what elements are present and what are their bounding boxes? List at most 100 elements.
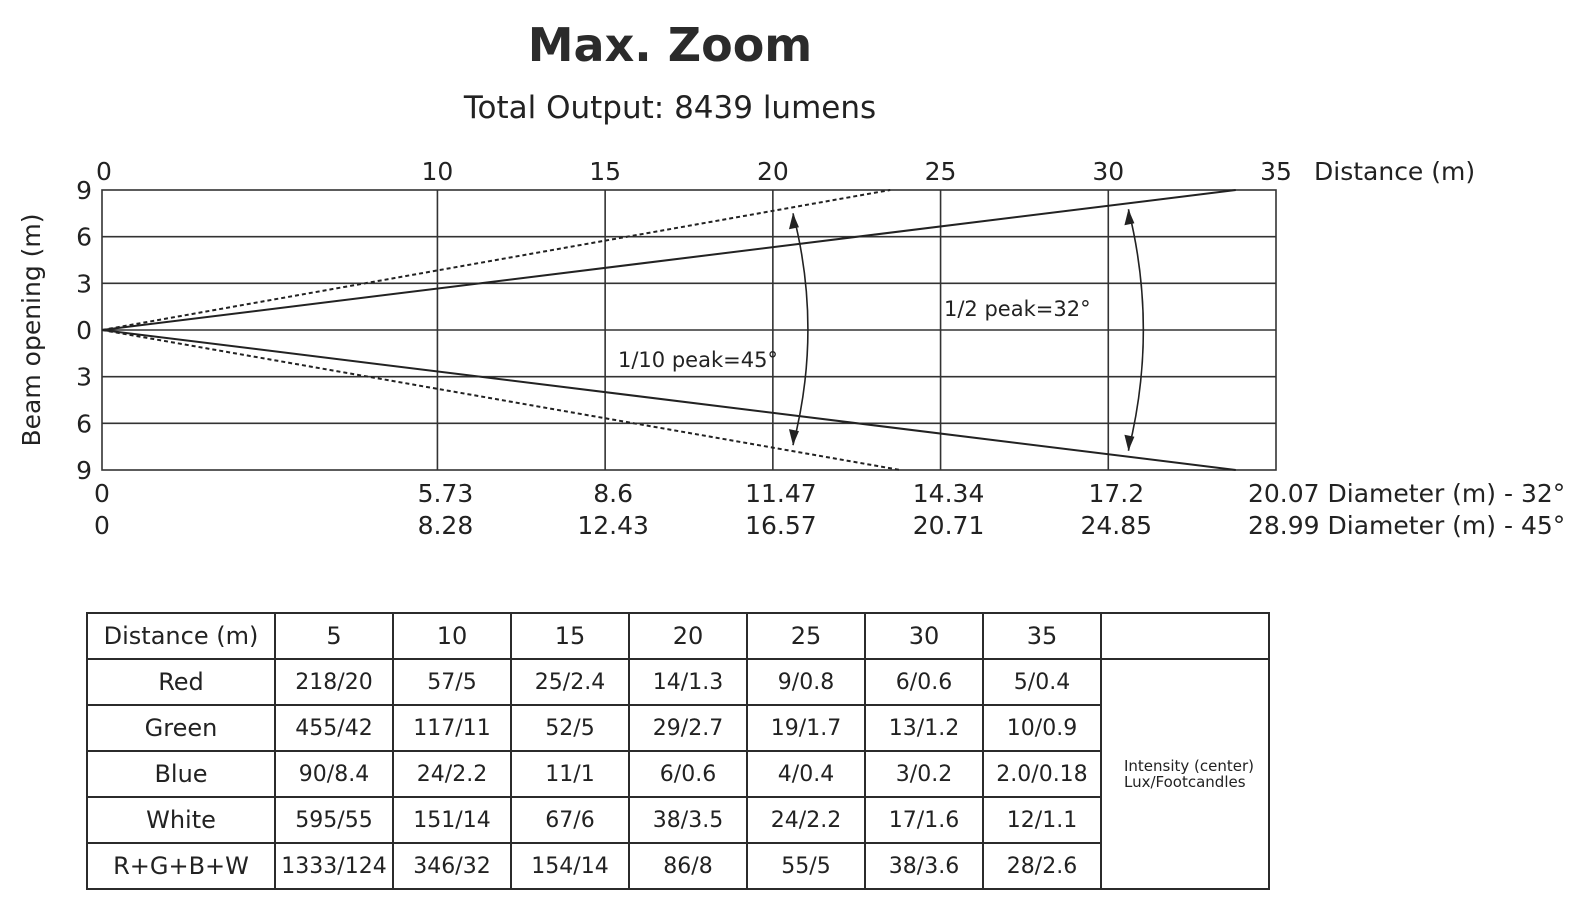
table-cell: 1333/124 [274, 842, 394, 890]
table-cell: 117/11 [392, 704, 512, 752]
table-row: White 595/55 151/14 67/6 38/3.5 24/2.2 1… [86, 796, 1269, 844]
y-tick-label: 6 [76, 409, 92, 438]
x-tick-label: 25 [925, 157, 957, 186]
x-axis-label: Distance (m) [1314, 157, 1475, 186]
diameter-value: 8.6 [593, 479, 633, 508]
table-cell: 28/2.6 [982, 842, 1102, 890]
table-cell: 38/3.5 [628, 796, 748, 844]
table-column-header: 35 [982, 612, 1102, 660]
table-column-header: 15 [510, 612, 630, 660]
beam-line-lower [101, 329, 1236, 471]
diameter-value: 0 [94, 511, 110, 540]
table-cell: 12/1.1 [982, 796, 1102, 844]
table-cell: 38/3.6 [864, 842, 984, 890]
x-tick-label: 35 [1260, 157, 1292, 186]
table-row: Green 455/42 117/11 52/5 29/2.7 19/1.7 1… [86, 704, 1269, 752]
diameter-value: 16.57 [745, 511, 817, 540]
table-header-row: Distance (m) 5 10 15 20 25 30 35 [86, 612, 1270, 660]
chart-title: Max. Zoom [527, 18, 813, 72]
table-cell: 2.0/0.18 [982, 750, 1102, 798]
diameter-value: 8.28 [418, 511, 474, 540]
y-tick-label: 0 [76, 316, 92, 345]
table-cell: 24/2.2 [746, 796, 866, 844]
angle-arc [1127, 209, 1145, 451]
table-cell: 9/0.8 [746, 658, 866, 706]
table-cell: 346/32 [392, 842, 512, 890]
diameter-value: 20.07 Diameter (m) - 32° [1248, 479, 1565, 508]
table-cell: 52/5 [510, 704, 630, 752]
table-cell: 6/0.6 [628, 750, 748, 798]
y-tick-label: 3 [76, 269, 92, 298]
y-tick-label: 3 [76, 363, 92, 392]
table-column-header: 20 [628, 612, 748, 660]
table-row: Blue 90/8.4 24/2.2 11/1 6/0.6 4/0.4 3/0.… [86, 750, 1269, 798]
table-cell: 13/1.2 [864, 704, 984, 752]
y-tick-label: 9 [76, 456, 92, 485]
table-cell: 11/1 [510, 750, 630, 798]
table-cell: 3/0.2 [864, 750, 984, 798]
table-cell: 218/20 [274, 658, 394, 706]
x-tick-label: 20 [757, 157, 789, 186]
row-label: White [86, 796, 276, 844]
diameter-value: 12.43 [577, 511, 649, 540]
row-label: Blue [86, 750, 276, 798]
table-cell: 29/2.7 [628, 704, 748, 752]
beam-line-upper [101, 189, 1236, 331]
table-column-header: 10 [392, 612, 512, 660]
diameter-value: 11.47 [745, 479, 817, 508]
table-cell: 24/2.2 [392, 750, 512, 798]
table-cell: 151/14 [392, 796, 512, 844]
table-cell: 10/0.9 [982, 704, 1102, 752]
y-axis-label: Beam opening (m) [17, 213, 46, 446]
y-tick-label: 9 [76, 176, 92, 205]
angle-arc [792, 213, 809, 446]
table-row: Red 218/20 57/5 25/2.4 14/1.3 9/0.8 6/0.… [86, 658, 1270, 890]
table-cell: 86/8 [628, 842, 748, 890]
x-tick-label: 0 [96, 157, 112, 186]
beam-angle-label: 1/10 peak=45° [618, 348, 778, 372]
table-cell: 154/14 [510, 842, 630, 890]
table-column-header: 25 [746, 612, 866, 660]
diameter-value: 17.2 [1088, 479, 1144, 508]
table-cell: 6/0.6 [864, 658, 984, 706]
table-cell: 5/0.4 [982, 658, 1102, 706]
table-cell: 595/55 [274, 796, 394, 844]
table-cell: 14/1.3 [628, 658, 748, 706]
arrowhead-down [1124, 434, 1135, 451]
diameter-value: 24.85 [1080, 511, 1152, 540]
table-header-empty [1100, 612, 1270, 660]
beam-line-upper [101, 189, 891, 331]
x-tick-label: 30 [1092, 157, 1124, 186]
arrowhead-up [788, 213, 799, 230]
row-label: Red [86, 658, 276, 706]
diameter-value: 28.99 Diameter (m) - 45° [1248, 511, 1565, 540]
beam-angle-label: 1/2 peak=32° [944, 297, 1091, 321]
diameter-value: 0 [94, 479, 110, 508]
diameter-value: 14.34 [913, 479, 985, 508]
table-header-label: Distance (m) [86, 612, 276, 660]
row-label: R+G+B+W [86, 842, 276, 890]
table-cell: 57/5 [392, 658, 512, 706]
y-tick-label: 6 [76, 223, 92, 252]
table-cell: 455/42 [274, 704, 394, 752]
diameter-value: 20.71 [913, 511, 985, 540]
table-cell: 4/0.4 [746, 750, 866, 798]
table-cell: 19/1.7 [746, 704, 866, 752]
intensity-note: Intensity (center) Lux/Footcandles [1100, 658, 1270, 890]
intensity-table: Distance (m) 5 10 15 20 25 30 35 Red 218… [86, 612, 1270, 890]
table-cell: 25/2.4 [510, 658, 630, 706]
beam-line-lower [101, 329, 901, 471]
table-cell: 90/8.4 [274, 750, 394, 798]
row-label: Green [86, 704, 276, 752]
arrowhead-up [1124, 209, 1135, 226]
intensity-note-line2: Lux/Footcandles [1124, 773, 1246, 791]
arrowhead-down [788, 429, 799, 446]
diameter-value: 5.73 [418, 479, 474, 508]
table-cell: 55/5 [746, 842, 866, 890]
x-tick-label: 10 [422, 157, 454, 186]
table-column-header: 30 [864, 612, 984, 660]
table-cell: 17/1.6 [864, 796, 984, 844]
table-column-header: 5 [274, 612, 394, 660]
table-row: R+G+B+W 1333/124 346/32 154/14 86/8 55/5… [86, 842, 1269, 890]
